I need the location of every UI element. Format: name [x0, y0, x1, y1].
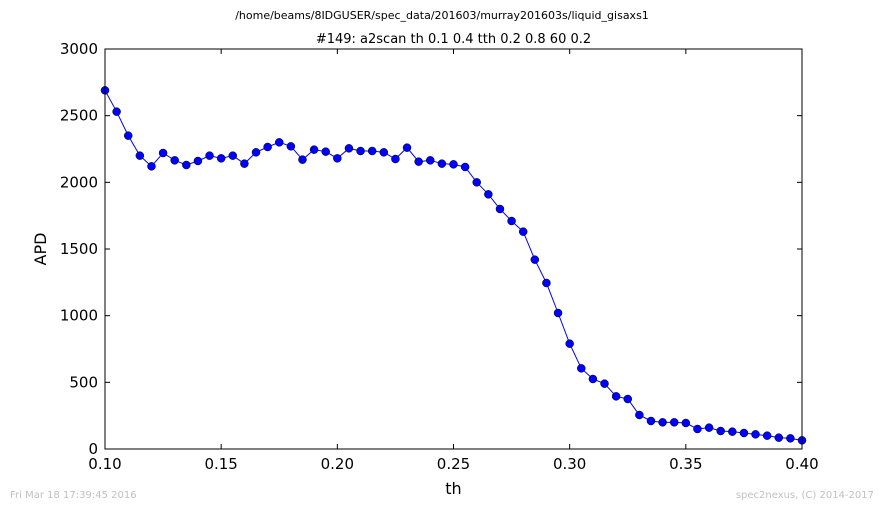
data-point — [112, 107, 121, 116]
data-point — [762, 431, 772, 440]
data-point — [298, 155, 307, 164]
data-point — [588, 374, 598, 384]
data-point — [507, 216, 516, 226]
data-point — [251, 148, 261, 157]
data-point — [344, 144, 354, 153]
data-point — [193, 156, 203, 166]
data-point — [728, 427, 737, 436]
data-point — [356, 146, 365, 156]
y-tick-label: 3000 — [60, 40, 98, 58]
x-tick-label: 0.10 — [88, 455, 121, 473]
data-point — [275, 138, 284, 147]
data-point — [669, 418, 679, 427]
footer-timestamp: Fri Mar 18 17:39:45 2016 — [10, 490, 137, 501]
data-point — [402, 143, 412, 152]
data-point — [774, 433, 784, 442]
data-point — [623, 394, 632, 404]
data-point — [542, 278, 551, 288]
y-axis: 0 500 1000 1500 2000 2500 3000 — [60, 40, 802, 458]
data-point — [658, 418, 667, 427]
data-point — [716, 426, 725, 436]
chart-title: #149: a2scan th 0.1 0.4 tth 0.2 0.8 60 0… — [316, 32, 591, 47]
data-point — [321, 147, 330, 156]
data-point — [600, 379, 609, 388]
data-point — [240, 159, 249, 168]
x-tick-label: 0.30 — [553, 455, 586, 473]
data-point — [426, 156, 435, 165]
data-point — [681, 418, 691, 428]
x-tick-label: 0.25 — [437, 455, 470, 473]
x-axis: 0.10 0.15 0.20 0.25 0.30 0.35 0.40 — [88, 49, 819, 473]
data-point — [553, 308, 563, 318]
data-point — [135, 151, 145, 160]
data-point — [414, 157, 423, 166]
data-point — [484, 190, 493, 199]
x-axis-label: th — [445, 479, 461, 498]
data-point — [704, 423, 714, 432]
plot-area — [105, 49, 802, 449]
data-point — [449, 160, 458, 169]
series-layer — [100, 86, 807, 445]
data-point — [379, 148, 389, 157]
x-tick-label: 0.15 — [204, 455, 237, 473]
y-tick-label: 1500 — [60, 240, 98, 258]
x-tick-label: 0.20 — [321, 455, 354, 473]
data-point — [635, 410, 644, 420]
chart-suptitle: /home/beams/8IDGUSER/spec_data/201603/mu… — [235, 9, 649, 22]
data-point — [286, 142, 296, 151]
data-point — [518, 227, 528, 236]
data-point — [577, 364, 586, 373]
data-point — [367, 146, 377, 156]
data-point — [437, 159, 447, 168]
x-tick-label: 0.40 — [785, 455, 818, 473]
data-point — [495, 204, 505, 214]
data-point — [739, 428, 749, 438]
data-point — [693, 424, 702, 434]
x-tick-label: 0.35 — [669, 455, 702, 473]
data-point — [611, 392, 621, 401]
y-axis-label: APD — [31, 233, 50, 266]
y-tick-label: 2000 — [60, 173, 98, 191]
data-point — [460, 162, 470, 172]
data-point — [228, 151, 238, 160]
data-point — [472, 178, 481, 187]
data-point — [786, 434, 795, 443]
y-tick-label: 1000 — [60, 307, 98, 325]
data-point — [123, 131, 133, 140]
data-point — [158, 148, 168, 158]
data-point — [309, 145, 319, 154]
data-point — [216, 154, 226, 163]
data-point — [263, 142, 272, 152]
data-point — [205, 151, 214, 160]
data-point — [182, 160, 191, 170]
data-point — [530, 255, 540, 264]
footer-credit: spec2nexus, (C) 2014-2017 — [736, 490, 874, 501]
data-point — [147, 162, 156, 171]
data-point — [751, 430, 760, 439]
data-point — [565, 339, 574, 348]
data-point — [391, 154, 400, 164]
data-point — [333, 154, 342, 163]
data-point — [646, 416, 656, 426]
y-tick-label: 500 — [69, 373, 98, 391]
y-tick-label: 0 — [88, 440, 98, 458]
data-point — [170, 156, 179, 165]
y-tick-label: 2500 — [60, 107, 98, 125]
